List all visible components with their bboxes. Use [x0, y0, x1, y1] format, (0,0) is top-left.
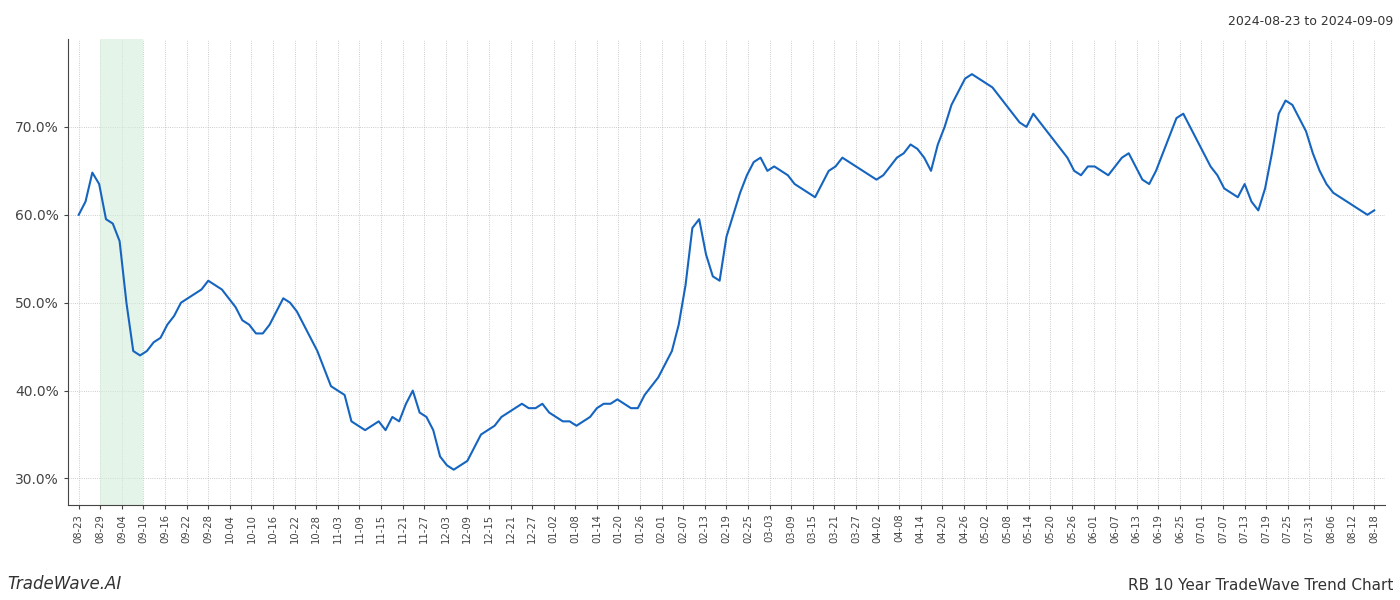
Bar	[101, 39, 143, 505]
Text: RB 10 Year TradeWave Trend Chart: RB 10 Year TradeWave Trend Chart	[1127, 578, 1393, 593]
Text: 2024-08-23 to 2024-09-09: 2024-08-23 to 2024-09-09	[1228, 15, 1393, 28]
Text: TradeWave.AI: TradeWave.AI	[7, 575, 122, 593]
